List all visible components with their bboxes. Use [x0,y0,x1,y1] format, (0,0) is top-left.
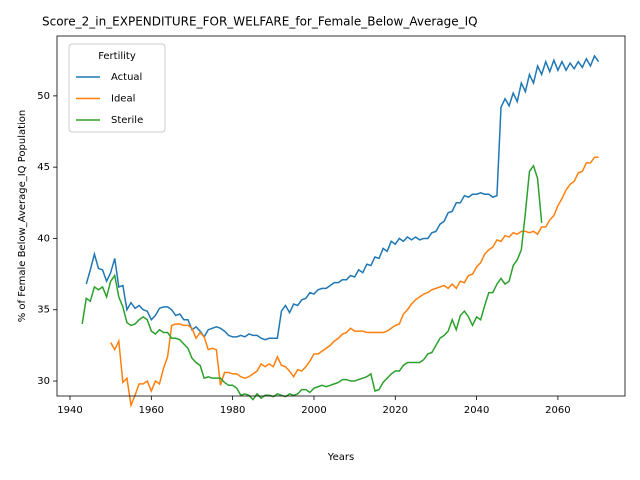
x-tick-label: 2060 [545,405,570,416]
legend-label: Sterile [111,115,143,126]
line-series [110,156,599,409]
legend-label: Ideal [111,94,135,105]
line-series [81,164,543,401]
y-tick-label: 35 [37,305,50,316]
legend-label: Actual [111,72,142,83]
y-tick-label: 40 [37,233,50,244]
x-tick-label: 1980 [220,405,245,416]
legend-box [68,43,166,133]
y-tick-label: 30 [37,376,50,387]
x-tick-label: 2020 [383,405,408,416]
x-tick-label: 2040 [464,405,489,416]
plot-frame [56,35,626,397]
y-axis-label: % of Female Below_Average_IQ Population [17,110,28,323]
chart-title: Score_2_in_EXPENDITURE_FOR_WELFARE_for_F… [42,15,478,29]
x-axis-label: Years [327,452,354,463]
x-tick-label: 1940 [57,405,82,416]
line-series [85,54,600,341]
y-tick-label: 45 [37,162,50,173]
x-tick-label: 1960 [139,405,164,416]
x-tick-label: 2000 [301,405,326,416]
y-tick-label: 50 [37,91,50,102]
legend-title: Fertility [98,51,136,62]
